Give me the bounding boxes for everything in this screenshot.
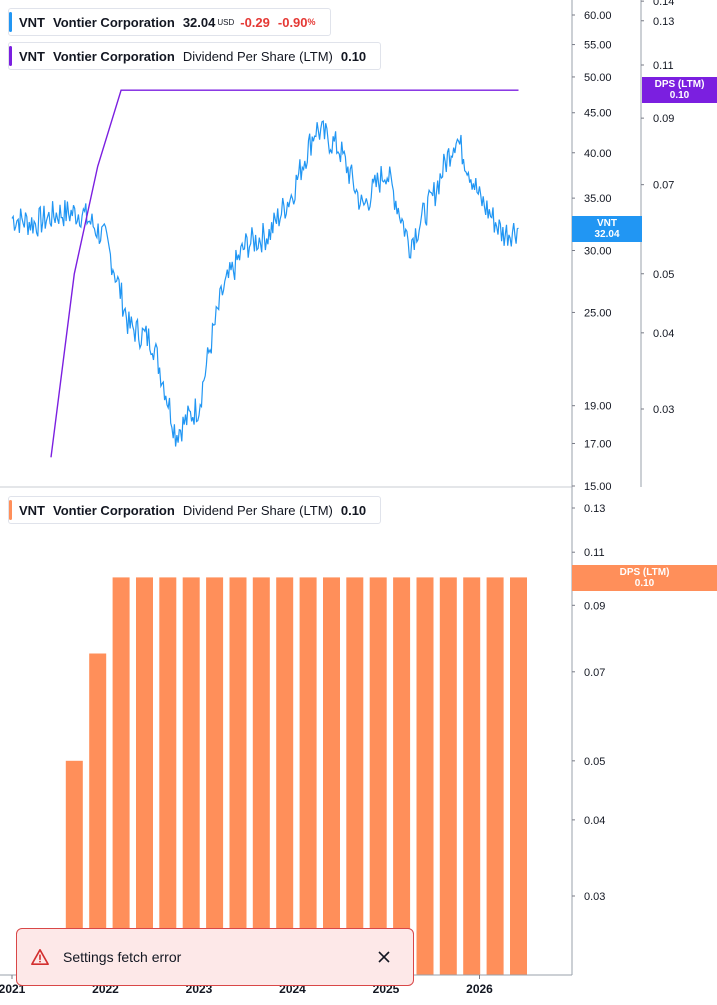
legend-currency: USD <box>217 17 235 27</box>
error-toast: Settings fetch error <box>16 928 414 986</box>
price-line-layer <box>11 120 519 447</box>
dps-bar <box>229 577 247 975</box>
dps-bar <box>369 577 387 975</box>
price-tag-value: 32.04 <box>594 229 620 240</box>
dps-bottom-axis-tick: 0.11 <box>584 547 605 559</box>
price-axis-tick: 19.00 <box>584 401 612 413</box>
dps-axis-tick: 0.14 <box>653 0 674 8</box>
legend-metric-value: 0.10 <box>340 48 367 64</box>
dps-axis-tick: 0.07 <box>653 180 674 192</box>
price-axis-tick: 15.00 <box>584 481 612 493</box>
legend-dps-bottom[interactable]: VNT Vontier Corporation Dividend Per Sha… <box>8 496 382 524</box>
legend-change-pct: -0.90 <box>277 14 308 30</box>
warning-triangle-icon <box>31 948 49 966</box>
dps-bar <box>439 577 457 975</box>
legend-price-value: 32.04 <box>182 14 216 30</box>
dps-axis-tick: 0.11 <box>653 60 674 72</box>
dps-bottom-axis-tick: 0.03 <box>584 891 605 903</box>
dps-bottom-axis-tick: 0.05 <box>584 756 605 768</box>
legend-price[interactable]: VNT Vontier Corporation 32.04 USD -0.29 … <box>8 8 331 36</box>
price-axis-tick: 35.00 <box>584 193 612 205</box>
legend-symbol: VNT <box>19 14 45 30</box>
dps-bar <box>252 577 270 975</box>
dps-series-line <box>50 89 519 458</box>
dps-bar <box>510 577 527 975</box>
legend-metric: Dividend Per Share (LTM) <box>182 48 333 64</box>
legend-change: -0.29 <box>240 14 270 30</box>
dps-bar <box>463 577 481 975</box>
dps-bar <box>159 577 177 975</box>
dps-axis-tick: 0.13 <box>653 16 674 28</box>
dps-bars-layer <box>65 577 527 975</box>
dps-tag-label: DPS (LTM) <box>654 79 705 90</box>
dps-tag-value: 0.10 <box>634 578 655 589</box>
dps-tag-label: DPS (LTM) <box>619 567 670 578</box>
legend-name: Vontier Corporation <box>53 14 175 30</box>
price-axis-tick: 55.00 <box>584 40 612 52</box>
dps-bar <box>323 577 340 975</box>
price-axis-tick: 17.00 <box>584 438 612 450</box>
price-series-line <box>11 120 519 447</box>
dps-axis-tick: 0.04 <box>653 328 674 340</box>
dps-bottom-axis-tick: 0.07 <box>584 667 605 679</box>
dps-bar <box>89 653 107 975</box>
legend-metric: Dividend Per Share (LTM) <box>182 502 333 518</box>
dps-bar <box>393 577 411 975</box>
legend-name: Vontier Corporation <box>53 502 175 518</box>
legend-dps-top[interactable]: VNT Vontier Corporation Dividend Per Sha… <box>8 42 382 70</box>
legend-symbol: VNT <box>19 502 45 518</box>
legend-metric-value: 0.10 <box>340 502 367 518</box>
dps-axis-tick: 0.09 <box>653 113 674 125</box>
price-tag-label: VNT <box>597 218 617 229</box>
price-axis-tick: 60.00 <box>584 10 612 22</box>
dps-bottom-axis-tick: 0.04 <box>584 815 605 827</box>
dps-bar <box>65 760 83 975</box>
toast-close-button[interactable] <box>369 942 399 972</box>
dps-bar <box>136 577 153 975</box>
price-axis-tick: 50.00 <box>584 72 612 84</box>
dps-bar <box>206 577 224 975</box>
dps-axis-tick: 0.05 <box>653 269 674 281</box>
dps-axis-tag-top: DPS (LTM) 0.10 <box>642 77 717 103</box>
dps-bar <box>416 577 434 975</box>
dps-bottom-axis-tick: 0.13 <box>584 503 605 515</box>
legend-symbol: VNT <box>19 48 45 64</box>
legend-name: Vontier Corporation <box>53 48 175 64</box>
price-axis-tick: 25.00 <box>584 307 612 319</box>
dps-line-layer <box>50 89 519 458</box>
close-icon <box>378 951 390 963</box>
dps-tag-value: 0.10 <box>669 90 690 101</box>
dps-bar <box>276 577 294 975</box>
dps-axis-tick: 0.03 <box>653 404 674 416</box>
dps-bar <box>299 577 317 975</box>
legend-pct-sign: % <box>307 17 316 27</box>
dps-bar <box>346 577 364 975</box>
price-axis-tick: 40.00 <box>584 148 612 160</box>
toast-message: Settings fetch error <box>63 949 182 965</box>
price-axis-tag: VNT 32.04 <box>572 216 642 242</box>
price-axis-tick: 30.00 <box>584 246 612 258</box>
dps-bar <box>112 577 130 975</box>
price-axis-tick: 45.00 <box>584 108 612 120</box>
dps-bottom-axis-tick: 0.09 <box>584 600 605 612</box>
dps-bar <box>182 577 200 975</box>
dps-bar <box>486 577 504 975</box>
dps-axis-tag-bottom: DPS (LTM) 0.10 <box>572 565 717 591</box>
time-axis-label: 2026 <box>466 982 493 996</box>
